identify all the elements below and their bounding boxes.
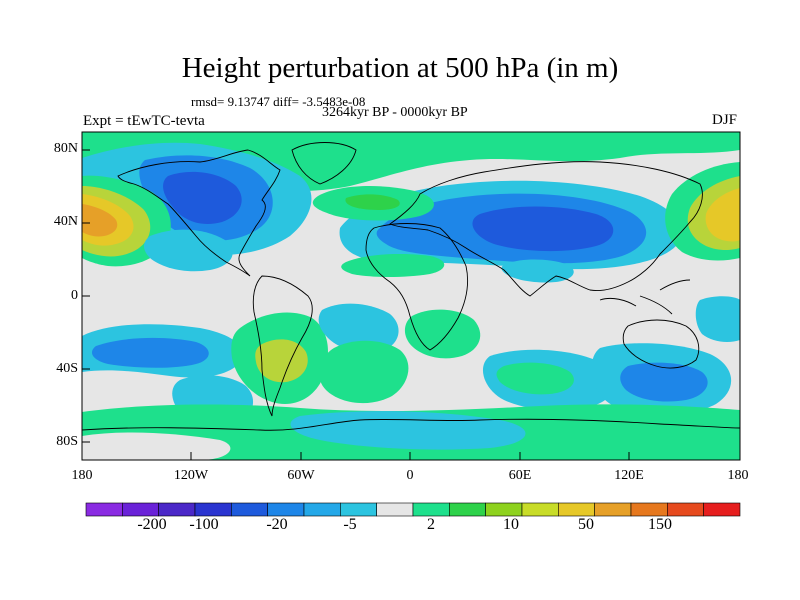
lon-tick-180e: 180 — [727, 468, 749, 483]
lon-tick-180w: 180 — [71, 468, 93, 483]
coastline-africa — [365, 223, 469, 351]
lon-tick-0: 0 — [406, 468, 414, 483]
lat-tick-80s: 80S — [56, 434, 78, 449]
coastline-south-america — [252, 275, 313, 417]
coastline-eurasia — [389, 161, 703, 297]
south-atlantic-green — [319, 340, 409, 404]
coastline-australia — [622, 319, 700, 369]
colorbar-label-2: 2 — [427, 516, 435, 533]
coastline-north-america — [117, 149, 281, 277]
south-america-yellow-green — [255, 339, 308, 383]
tropical-atlantic-green — [341, 254, 445, 277]
colorbar-swatch — [449, 502, 486, 517]
lat-tick-40s: 40S — [56, 361, 78, 376]
season-label: DJF — [712, 112, 738, 128]
colorbar-swatch — [703, 502, 741, 517]
colorbar-label-minus-100: -100 — [189, 516, 219, 533]
south-atlantic-light-blue — [318, 303, 399, 353]
colorbar-swatch — [231, 502, 268, 517]
colorbar-label-10: 10 — [503, 516, 519, 533]
pacific-east-yellow — [705, 188, 740, 242]
antarctic-neutral-patch — [82, 432, 231, 460]
colorbar-swatch — [558, 502, 595, 517]
colorbar-swatch — [158, 502, 196, 517]
colorbar-label-150: 150 — [648, 516, 672, 533]
colorbar-swatch — [412, 502, 450, 517]
colorbar-swatch — [630, 502, 668, 517]
lon-tick-120w: 120W — [173, 468, 209, 483]
colorbar-swatch — [340, 502, 377, 517]
lat-tick-40n: 40N — [53, 214, 78, 229]
colorbar — [85, 502, 741, 517]
coastline-antarctica — [82, 418, 740, 431]
colorbar-swatch — [521, 502, 559, 517]
indian-ocean-light-blue — [501, 259, 574, 283]
atlantic-mid-green — [345, 194, 400, 210]
north-pacific-light-blue — [144, 229, 233, 272]
experiment-label: Expt = tEwTC-tevta — [83, 113, 205, 129]
africa-green — [404, 309, 481, 359]
contour-field — [82, 132, 740, 460]
colorbar-label-minus-20: -20 — [266, 516, 288, 533]
colorbar-swatch — [267, 502, 305, 517]
colorbar-swatch — [194, 502, 232, 517]
colorbar-swatch — [303, 502, 341, 517]
coastline-maritime-asia — [599, 279, 691, 315]
colorbar-swatch — [485, 502, 523, 517]
coastline-greenland — [291, 142, 357, 185]
lon-tick-60e: 60E — [508, 468, 532, 483]
lat-tick-80n: 80N — [53, 141, 78, 156]
north-america-dark-blue — [163, 171, 242, 225]
coastlines — [82, 142, 740, 431]
period-label: 3264kyr BP - 0000kyr BP — [322, 105, 468, 120]
axis-ticks — [81, 149, 741, 460]
colorbar-swatch — [594, 502, 632, 517]
south-pacific-blue — [92, 337, 209, 368]
rmsd-diff-text: rmsd= 9.13747 diff= -3.5483e-08 — [191, 94, 366, 109]
colorbar-swatch — [122, 502, 159, 517]
australia-south-blue — [620, 362, 708, 402]
pacific-west-orange — [82, 204, 118, 237]
colorbar-swatch — [667, 502, 704, 517]
colorbar-swatch — [85, 502, 123, 517]
colorbar-label-50: 50 — [578, 516, 594, 533]
colorbar-label-minus-200: -200 — [137, 516, 167, 533]
lon-tick-60w: 60W — [287, 468, 315, 483]
lon-tick-120e: 120E — [614, 468, 644, 483]
colorbar-label-minus-5: -5 — [343, 516, 357, 533]
map-title: Height perturbation at 500 hPa (in m) — [181, 52, 619, 84]
south-pacific-east-light-blue — [695, 296, 740, 342]
colorbar-swatch — [376, 502, 414, 517]
eurasia-dark-blue — [472, 206, 614, 252]
indian-ocean-south-green — [496, 362, 574, 395]
lat-tick-0: 0 — [71, 288, 78, 303]
